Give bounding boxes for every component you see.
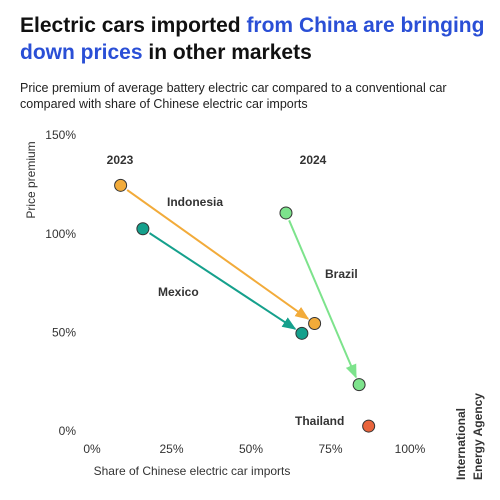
point — [308, 316, 322, 330]
x-axis-label: Share of Chinese electric car imports — [94, 464, 291, 478]
title-part: Electric cars imported — [20, 14, 247, 37]
year-label: 2024 — [300, 153, 327, 167]
point — [136, 222, 150, 236]
y-tick-label: 150% — [45, 128, 76, 142]
source-label: International — [454, 408, 468, 480]
series-label: Mexico — [158, 285, 199, 299]
series-label: Indonesia — [167, 195, 223, 209]
arrow — [288, 219, 357, 379]
arrow — [126, 189, 310, 320]
title-part: in other markets — [142, 41, 312, 64]
source-label: Energy Agency — [471, 393, 485, 480]
point — [279, 206, 293, 220]
x-tick-label: 100% — [395, 442, 426, 456]
point — [352, 378, 366, 392]
y-axis-label: Price premium — [24, 141, 38, 218]
y-tick-label: 0% — [59, 424, 77, 438]
point — [114, 178, 128, 192]
chart-subtitle: Price premium of average battery electri… — [20, 81, 447, 111]
x-tick-label: 0% — [83, 442, 101, 456]
arrow — [149, 232, 297, 330]
x-tick-label: 25% — [159, 442, 183, 456]
point — [295, 326, 309, 340]
point — [362, 419, 376, 433]
y-tick-label: 50% — [52, 326, 76, 340]
chart-title: Electric cars imported from China are br… — [20, 12, 490, 66]
series-label: Brazil — [325, 267, 358, 281]
y-tick-label: 100% — [45, 227, 76, 241]
year-label: 2023 — [107, 153, 134, 167]
x-tick-label: 50% — [239, 442, 263, 456]
title-highlight: from China are bringing down prices — [20, 14, 485, 64]
x-tick-label: 75% — [318, 442, 342, 456]
series-label: Thailand — [295, 414, 344, 428]
